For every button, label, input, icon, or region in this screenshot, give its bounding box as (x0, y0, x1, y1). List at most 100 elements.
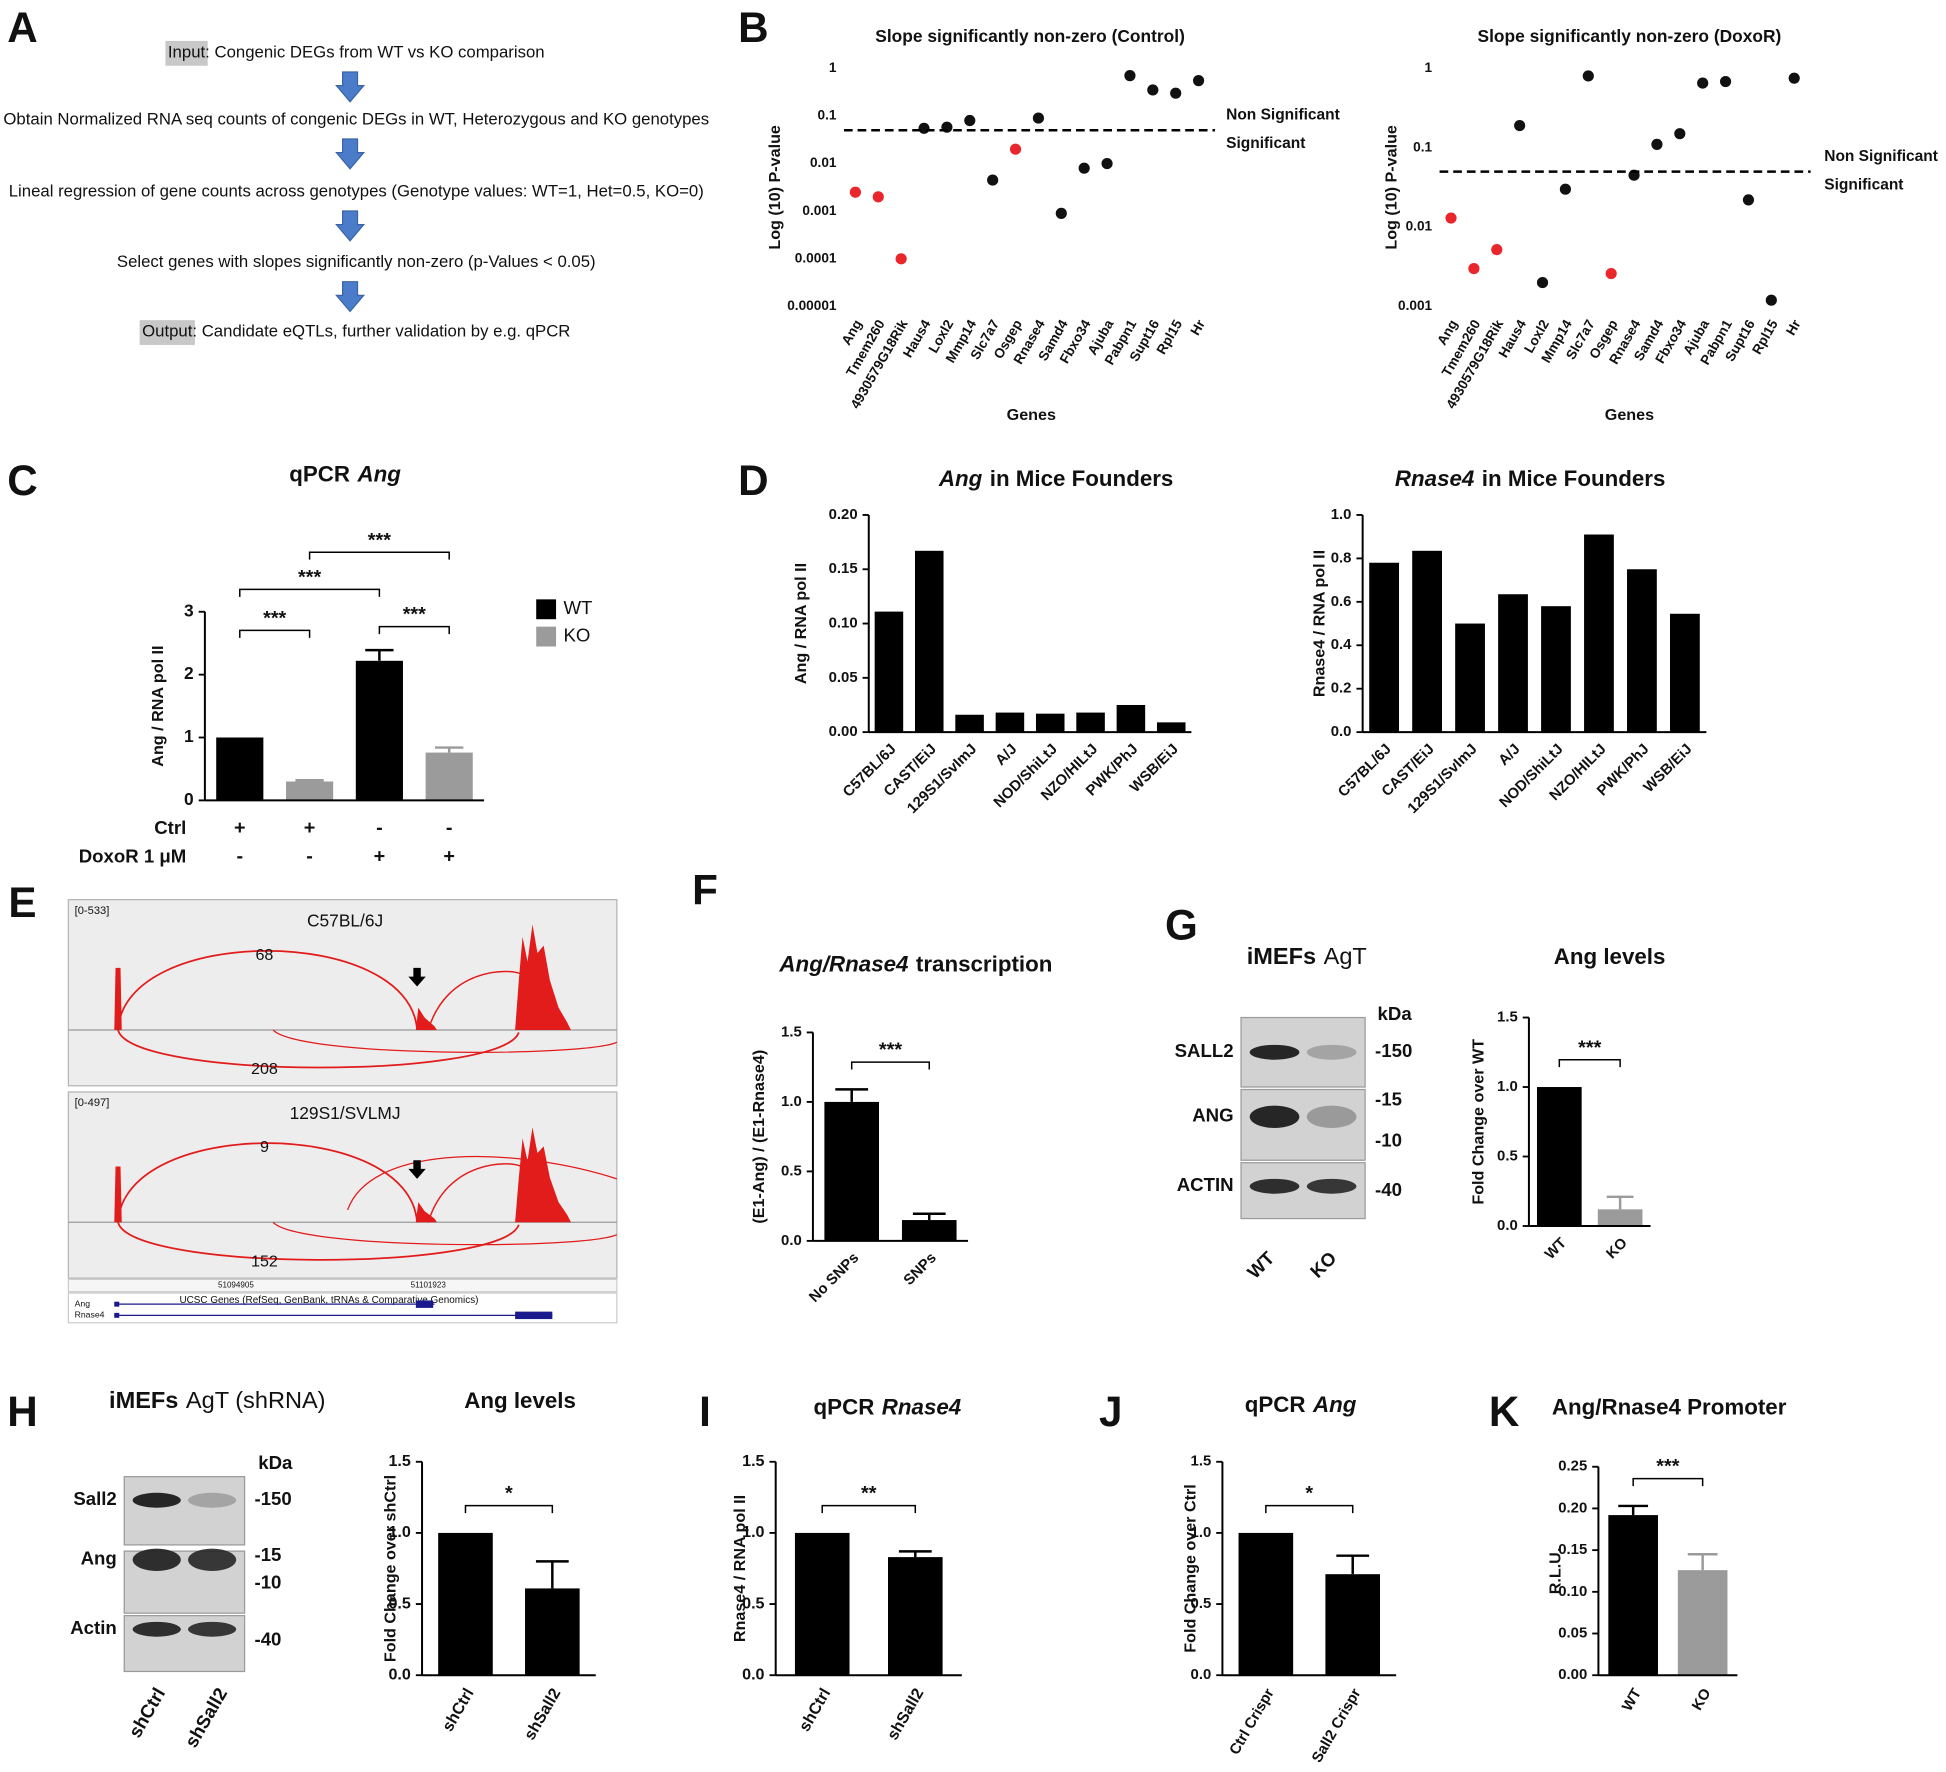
data-point (1765, 294, 1777, 306)
data-point (1742, 194, 1755, 206)
y-tick-label: 0.20 (1558, 1500, 1587, 1516)
coverage (114, 967, 122, 1030)
data-point (1674, 128, 1686, 140)
condition-value: - (306, 846, 313, 868)
bar (901, 1220, 957, 1241)
y-axis-label: Ang / RNA pol II (792, 563, 810, 684)
header-part: iMEFs (1247, 943, 1316, 969)
bar (355, 660, 403, 801)
chart-title: qPCR Rnase4 (814, 1394, 962, 1419)
panel-letter: A (7, 4, 37, 51)
bar (1238, 1532, 1294, 1676)
blot-row-label: Ang (81, 1548, 117, 1569)
bar (955, 714, 984, 733)
blot-row-label: Sall2 (73, 1488, 116, 1509)
data-point (1055, 207, 1067, 219)
blot-band (1249, 1105, 1300, 1128)
blot-row-label: ANG (1192, 1105, 1233, 1126)
y-tick-label: 0.0001 (795, 250, 837, 265)
panel-letter: F (692, 867, 718, 914)
blot-band (188, 1548, 237, 1571)
data-point (964, 114, 976, 127)
title-part: Ang (938, 466, 983, 491)
significance-label: * (505, 1483, 513, 1505)
y-tick-label: 1.0 (1497, 1079, 1518, 1095)
bar (1116, 704, 1146, 733)
data-point (1559, 183, 1571, 195)
gene-exon (114, 1301, 120, 1307)
chart-title: Ang levels (464, 1388, 576, 1413)
threshold-label: Significant (1824, 176, 1903, 193)
label-highlight (139, 320, 195, 345)
data-point (1032, 112, 1045, 124)
title-part: in Mice Founders (990, 466, 1174, 491)
x-tick-label: Hr (1783, 317, 1804, 338)
blot-band (132, 1621, 181, 1637)
data-point (1719, 75, 1732, 88)
title-part: in Mice Founders (1482, 466, 1666, 491)
size-marker: -150 (1375, 1040, 1412, 1061)
y-tick-label: 0.0 (742, 1665, 764, 1683)
chart-title: qPCR Ang (1245, 1392, 1357, 1417)
size-marker: -10 (1375, 1130, 1402, 1151)
y-tick-label: 0.1 (818, 108, 837, 123)
significance-bracket (850, 1061, 931, 1070)
bar (425, 752, 473, 801)
y-axis-label: (E1-Ang) / (E1-Rnase4) (750, 1050, 768, 1224)
y-tick-label: 0.4 (1331, 637, 1352, 653)
junction-arc (117, 1029, 520, 1069)
blot-unit: kDa (1378, 1003, 1413, 1024)
bar (1369, 562, 1400, 733)
data-point (918, 122, 930, 134)
step-label: Output (142, 322, 193, 341)
y-tick-label: 1.5 (742, 1452, 764, 1470)
bar (1455, 623, 1485, 733)
data-point (1009, 143, 1022, 155)
junction-count: 68 (255, 946, 273, 964)
x-axis-label: Genes (1605, 406, 1654, 424)
y-tick-label: 0.00 (829, 724, 858, 740)
chart-title: qPCR Ang (289, 461, 401, 486)
gene-exon (515, 1311, 553, 1320)
gene-track (67, 1292, 618, 1324)
data-point (1445, 212, 1457, 224)
y-tick-label: 0.25 (1558, 1459, 1587, 1475)
significance-label: ** (861, 1483, 877, 1505)
threshold-label: Non Significant (1226, 106, 1340, 123)
significance-label: *** (368, 529, 391, 551)
bar (1677, 1570, 1728, 1676)
y-tick-label: 0.5 (388, 1594, 410, 1612)
significance-label: *** (1656, 1456, 1679, 1478)
blot-row-label: Actin (70, 1617, 117, 1638)
step-label: Input (168, 43, 206, 62)
y-tick-label: 0.0 (1497, 1218, 1518, 1234)
step-text: Lineal regression of gene counts across … (9, 182, 704, 201)
significance-bracket (308, 551, 450, 560)
data-point (1536, 277, 1549, 289)
bar (1325, 1574, 1381, 1676)
data-point (1468, 263, 1480, 275)
junction-arc (117, 950, 418, 1031)
y-tick-label: 1 (829, 60, 837, 75)
bar (1584, 534, 1614, 733)
data-point (1491, 244, 1503, 256)
junction-arc (272, 1221, 618, 1246)
y-tick-label: 0.01 (810, 155, 837, 170)
y-tick-label: 0.001 (802, 203, 837, 218)
legend-label: KO (564, 625, 591, 646)
error-bar (1687, 1553, 1718, 1571)
gene-exon (114, 1312, 120, 1318)
x-axis-label: Genes (1007, 406, 1056, 424)
title-part: Rnase4 (1395, 466, 1475, 491)
y-axis-label: Fold Change over Ctrl (1182, 1484, 1200, 1652)
panel-letter: H (7, 1388, 37, 1435)
y-tick-label: 0.5 (1191, 1596, 1212, 1612)
y-tick-label: 0.15 (1558, 1542, 1587, 1558)
y-tick-label: 0.5 (1497, 1148, 1518, 1164)
significance-bracket (1558, 1058, 1621, 1068)
title-part: transcription (916, 951, 1052, 976)
error-bar (898, 1550, 932, 1558)
flow-arrow (335, 71, 366, 103)
condition-value: - (236, 846, 243, 868)
